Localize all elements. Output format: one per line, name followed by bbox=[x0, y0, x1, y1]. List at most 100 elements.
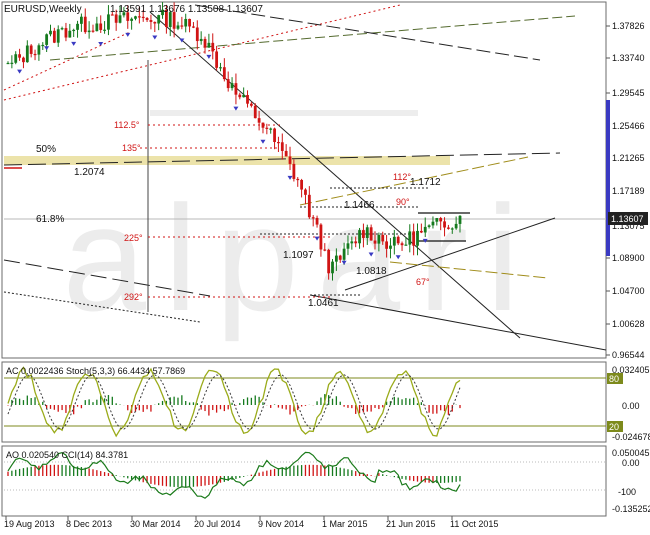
bottom-descending-trendline[interactable] bbox=[309, 294, 607, 351]
black-dashed-upper-trendline[interactable] bbox=[194, 4, 541, 61]
stoch-80-label: 80 bbox=[609, 374, 619, 384]
candle-body bbox=[157, 15, 161, 24]
fractal-arrow bbox=[314, 236, 320, 241]
candle-body bbox=[64, 28, 68, 38]
candle-body bbox=[153, 21, 157, 24]
ao-tick-top: 0.050045 bbox=[612, 448, 650, 458]
candle-body bbox=[164, 9, 168, 28]
current-price-tag bbox=[608, 212, 648, 225]
date-tick-label: 19 Aug 2013 bbox=[4, 519, 55, 529]
candle-body bbox=[14, 54, 18, 63]
candle-body bbox=[435, 218, 439, 222]
date-axis[interactable]: 19 Aug 2013 8 Dec 2013 30 Mar 2014 20 Jul 2… bbox=[4, 516, 498, 529]
candle-body bbox=[416, 230, 419, 246]
ac-tick-top: 0.032405 bbox=[612, 365, 650, 375]
date-tick-label: 30 Mar 2014 bbox=[130, 519, 181, 529]
candle-body bbox=[443, 221, 446, 228]
candle-body bbox=[327, 249, 331, 274]
candle-body bbox=[323, 249, 327, 251]
candle-body bbox=[37, 45, 41, 55]
candle-body bbox=[423, 226, 427, 233]
watermark-text: alpari bbox=[63, 174, 538, 342]
black-dashed-lower-trendline[interactable] bbox=[3, 259, 211, 297]
candle-body bbox=[199, 38, 203, 42]
price-tick-label: 0.96544 bbox=[612, 350, 645, 360]
price-axis-selection-bar bbox=[606, 100, 610, 256]
fractal-arrow bbox=[260, 139, 266, 144]
candle-body bbox=[412, 231, 416, 246]
candle-body bbox=[87, 30, 91, 33]
candle-body bbox=[346, 243, 350, 249]
fib-label-135: 135° bbox=[122, 143, 141, 153]
candle-body bbox=[176, 25, 180, 29]
candle-body bbox=[219, 67, 222, 69]
olive-upper-channel-line[interactable] bbox=[299, 156, 529, 206]
fib-label-225: 225° bbox=[124, 233, 143, 243]
fib-label-90: 90° bbox=[396, 197, 410, 207]
candle-body bbox=[207, 42, 211, 48]
candle-body bbox=[122, 12, 126, 16]
candle-body bbox=[381, 234, 385, 242]
price-tick-label: 1.37826 bbox=[612, 21, 645, 31]
fib-label-67: 67° bbox=[416, 277, 430, 287]
candle-body bbox=[76, 23, 79, 30]
olive-lower-channel-line[interactable] bbox=[389, 261, 549, 279]
candle-body bbox=[265, 127, 269, 129]
candle-body bbox=[338, 255, 342, 260]
candle-body bbox=[389, 245, 392, 249]
olive-dashed-trendline[interactable] bbox=[49, 15, 576, 61]
candle-body bbox=[288, 156, 292, 164]
candle-body bbox=[188, 18, 191, 27]
ao-tick-bottom: -0.135252 bbox=[612, 504, 650, 514]
candle-body bbox=[454, 223, 458, 229]
candle-body bbox=[103, 29, 106, 31]
candle-body bbox=[396, 236, 400, 244]
price-tick-label: 1.33740 bbox=[612, 53, 645, 63]
price-tick-label: 1.29545 bbox=[612, 88, 645, 98]
cci-line bbox=[7, 451, 461, 499]
channel-support-trendline[interactable] bbox=[344, 217, 556, 291]
ao-tick-zero: 0.00 bbox=[622, 458, 640, 468]
fib-label-112b: 112° bbox=[393, 172, 411, 182]
pct-label-50: 50% bbox=[36, 144, 56, 155]
candle-body bbox=[257, 118, 261, 123]
candle-body bbox=[126, 12, 130, 21]
stoch-signal-line bbox=[7, 374, 461, 430]
fractal-arrow bbox=[368, 252, 374, 257]
red-dotted-trendline-upper[interactable] bbox=[3, 4, 401, 101]
date-tick-label: 8 Dec 2013 bbox=[66, 519, 112, 529]
ohlc-label: 1.13591 1.13676 1.13508 1.13607 bbox=[110, 4, 263, 15]
stoch-main-line bbox=[7, 366, 461, 438]
fractal-arrow bbox=[395, 255, 401, 260]
red-dotted-trendline-lower[interactable] bbox=[3, 31, 131, 91]
fractal-arrow bbox=[17, 69, 23, 74]
price-tick-label: 1.25466 bbox=[612, 121, 645, 131]
current-price-text: 1.13607 bbox=[611, 214, 644, 224]
candle-body bbox=[273, 128, 276, 143]
candle-body bbox=[222, 67, 226, 80]
candle-body bbox=[311, 217, 315, 219]
candle-body bbox=[134, 16, 137, 19]
candle-body bbox=[25, 45, 29, 63]
candle-body bbox=[269, 128, 273, 130]
candle-body bbox=[334, 255, 338, 262]
ao-histogram bbox=[7, 464, 461, 488]
candle-body bbox=[114, 14, 118, 23]
candle-body bbox=[249, 103, 253, 106]
fractal-arrow bbox=[125, 32, 131, 37]
candle-body bbox=[230, 83, 234, 89]
price-axis[interactable]: 1.37826 1.33740 1.29545 1.25466 1.21265 1.171… bbox=[606, 21, 645, 360]
main-descending-trendline[interactable] bbox=[149, 11, 521, 339]
price-label-1-1097: 1.1097 bbox=[283, 250, 314, 261]
candle-body bbox=[41, 44, 45, 47]
price-label-1-1712: 1.1712 bbox=[410, 177, 441, 188]
candle-body bbox=[145, 18, 149, 21]
trendlines[interactable] bbox=[3, 4, 607, 351]
fib-label-292: 292° bbox=[124, 292, 143, 302]
candle-body bbox=[234, 83, 238, 95]
candle-body bbox=[137, 16, 141, 18]
candle-body bbox=[342, 248, 346, 260]
black-dotted-lower-trendline[interactable] bbox=[3, 291, 201, 323]
price-candles[interactable] bbox=[6, 2, 462, 281]
